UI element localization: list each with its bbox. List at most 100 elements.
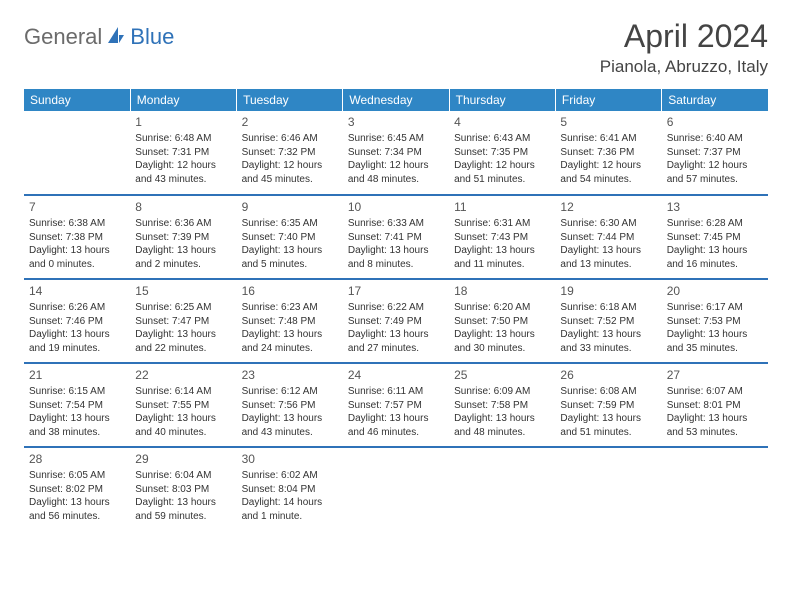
sunrise-text: Sunrise: 6:28 AM — [667, 217, 763, 231]
sunrise-text: Sunrise: 6:08 AM — [560, 385, 656, 399]
sunrise-text: Sunrise: 6:40 AM — [667, 132, 763, 146]
daylight-text: Daylight: 13 hours and 8 minutes. — [348, 244, 444, 271]
sunrise-text: Sunrise: 6:41 AM — [560, 132, 656, 146]
page: General Blue April 2024 Pianola, Abruzzo… — [0, 0, 792, 549]
calendar-cell: 20Sunrise: 6:17 AMSunset: 7:53 PMDayligh… — [662, 279, 768, 363]
sunrise-text: Sunrise: 6:46 AM — [242, 132, 338, 146]
day-number: 15 — [135, 283, 231, 299]
sunrise-text: Sunrise: 6:45 AM — [348, 132, 444, 146]
daylight-text: Daylight: 13 hours and 16 minutes. — [667, 244, 763, 271]
day-number: 19 — [560, 283, 656, 299]
sunset-text: Sunset: 7:53 PM — [667, 315, 763, 329]
sunrise-text: Sunrise: 6:43 AM — [454, 132, 550, 146]
daylight-text: Daylight: 12 hours and 43 minutes. — [135, 159, 231, 186]
day-number: 18 — [454, 283, 550, 299]
sunrise-text: Sunrise: 6:20 AM — [454, 301, 550, 315]
sunset-text: Sunset: 7:40 PM — [242, 231, 338, 245]
day-number: 21 — [29, 367, 125, 383]
daylight-text: Daylight: 13 hours and 0 minutes. — [29, 244, 125, 271]
day-number: 16 — [242, 283, 338, 299]
sunset-text: Sunset: 7:54 PM — [29, 399, 125, 413]
day-number: 30 — [242, 451, 338, 467]
sunset-text: Sunset: 7:45 PM — [667, 231, 763, 245]
calendar-cell: 12Sunrise: 6:30 AMSunset: 7:44 PMDayligh… — [555, 195, 661, 279]
weekday-header: Monday — [130, 89, 236, 111]
calendar-cell: 17Sunrise: 6:22 AMSunset: 7:49 PMDayligh… — [343, 279, 449, 363]
sunrise-text: Sunrise: 6:17 AM — [667, 301, 763, 315]
sunrise-text: Sunrise: 6:05 AM — [29, 469, 125, 483]
daylight-text: Daylight: 14 hours and 1 minute. — [242, 496, 338, 523]
sunset-text: Sunset: 7:59 PM — [560, 399, 656, 413]
calendar-cell: 26Sunrise: 6:08 AMSunset: 7:59 PMDayligh… — [555, 363, 661, 447]
calendar-row: 7Sunrise: 6:38 AMSunset: 7:38 PMDaylight… — [24, 195, 768, 279]
sunset-text: Sunset: 7:37 PM — [667, 146, 763, 160]
sunset-text: Sunset: 7:56 PM — [242, 399, 338, 413]
sunset-text: Sunset: 7:31 PM — [135, 146, 231, 160]
day-number: 6 — [667, 114, 763, 130]
location: Pianola, Abruzzo, Italy — [600, 57, 768, 77]
day-number: 7 — [29, 199, 125, 215]
daylight-text: Daylight: 12 hours and 48 minutes. — [348, 159, 444, 186]
sunset-text: Sunset: 8:02 PM — [29, 483, 125, 497]
day-number: 12 — [560, 199, 656, 215]
sunrise-text: Sunrise: 6:18 AM — [560, 301, 656, 315]
day-number: 13 — [667, 199, 763, 215]
day-number: 24 — [348, 367, 444, 383]
sunset-text: Sunset: 7:44 PM — [560, 231, 656, 245]
sunrise-text: Sunrise: 6:25 AM — [135, 301, 231, 315]
sunset-text: Sunset: 7:48 PM — [242, 315, 338, 329]
day-number: 3 — [348, 114, 444, 130]
calendar-cell: 3Sunrise: 6:45 AMSunset: 7:34 PMDaylight… — [343, 111, 449, 195]
calendar-cell: 28Sunrise: 6:05 AMSunset: 8:02 PMDayligh… — [24, 447, 130, 531]
sunset-text: Sunset: 8:03 PM — [135, 483, 231, 497]
calendar-row: 1Sunrise: 6:48 AMSunset: 7:31 PMDaylight… — [24, 111, 768, 195]
sunset-text: Sunset: 7:58 PM — [454, 399, 550, 413]
calendar-cell: 23Sunrise: 6:12 AMSunset: 7:56 PMDayligh… — [237, 363, 343, 447]
sunset-text: Sunset: 7:39 PM — [135, 231, 231, 245]
calendar-cell — [449, 447, 555, 531]
day-number: 8 — [135, 199, 231, 215]
logo-text-blue: Blue — [130, 24, 174, 50]
weekday-header: Tuesday — [237, 89, 343, 111]
day-number: 22 — [135, 367, 231, 383]
day-number: 25 — [454, 367, 550, 383]
month-title: April 2024 — [600, 18, 768, 55]
calendar-cell: 7Sunrise: 6:38 AMSunset: 7:38 PMDaylight… — [24, 195, 130, 279]
calendar-row: 21Sunrise: 6:15 AMSunset: 7:54 PMDayligh… — [24, 363, 768, 447]
sunset-text: Sunset: 7:35 PM — [454, 146, 550, 160]
calendar-cell — [555, 447, 661, 531]
daylight-text: Daylight: 13 hours and 19 minutes. — [29, 328, 125, 355]
calendar-cell: 25 Sunrise: 6:09 AMSunset: 7:58 PMDayligh… — [449, 363, 555, 447]
sunrise-text: Sunrise: 6:38 AM — [29, 217, 125, 231]
daylight-text: Daylight: 13 hours and 43 minutes. — [242, 412, 338, 439]
calendar-cell: 18Sunrise: 6:20 AMSunset: 7:50 PMDayligh… — [449, 279, 555, 363]
daylight-text: Daylight: 13 hours and 35 minutes. — [667, 328, 763, 355]
daylight-text: Daylight: 13 hours and 48 minutes. — [454, 412, 550, 439]
daylight-text: Daylight: 13 hours and 11 minutes. — [454, 244, 550, 271]
sunrise-text: Sunrise: 6:48 AM — [135, 132, 231, 146]
day-number: 27 — [667, 367, 763, 383]
daylight-text: Daylight: 13 hours and 53 minutes. — [667, 412, 763, 439]
calendar-row: 28Sunrise: 6:05 AMSunset: 8:02 PMDayligh… — [24, 447, 768, 531]
weekday-header: Wednesday — [343, 89, 449, 111]
daylight-text: Daylight: 12 hours and 45 minutes. — [242, 159, 338, 186]
calendar-cell: 5Sunrise: 6:41 AMSunset: 7:36 PMDaylight… — [555, 111, 661, 195]
day-number: 2 — [242, 114, 338, 130]
daylight-text: Daylight: 12 hours and 54 minutes. — [560, 159, 656, 186]
daylight-text: Daylight: 13 hours and 24 minutes. — [242, 328, 338, 355]
logo-text-general: General — [24, 24, 102, 50]
sunrise-text: Sunrise: 6:09 AM — [454, 385, 550, 399]
sunrise-text: Sunrise: 6:36 AM — [135, 217, 231, 231]
daylight-text: Daylight: 13 hours and 40 minutes. — [135, 412, 231, 439]
daylight-text: Daylight: 13 hours and 46 minutes. — [348, 412, 444, 439]
calendar-cell: 22Sunrise: 6:14 AMSunset: 7:55 PMDayligh… — [130, 363, 236, 447]
sunrise-text: Sunrise: 6:11 AM — [348, 385, 444, 399]
calendar-cell: 19Sunrise: 6:18 AMSunset: 7:52 PMDayligh… — [555, 279, 661, 363]
sunset-text: Sunset: 7:32 PM — [242, 146, 338, 160]
weekday-header: Sunday — [24, 89, 130, 111]
calendar-cell: 6Sunrise: 6:40 AMSunset: 7:37 PMDaylight… — [662, 111, 768, 195]
calendar-cell: 24Sunrise: 6:11 AMSunset: 7:57 PMDayligh… — [343, 363, 449, 447]
calendar-cell: 30Sunrise: 6:02 AMSunset: 8:04 PMDayligh… — [237, 447, 343, 531]
daylight-text: Daylight: 13 hours and 22 minutes. — [135, 328, 231, 355]
calendar-cell: 14Sunrise: 6:26 AMSunset: 7:46 PMDayligh… — [24, 279, 130, 363]
